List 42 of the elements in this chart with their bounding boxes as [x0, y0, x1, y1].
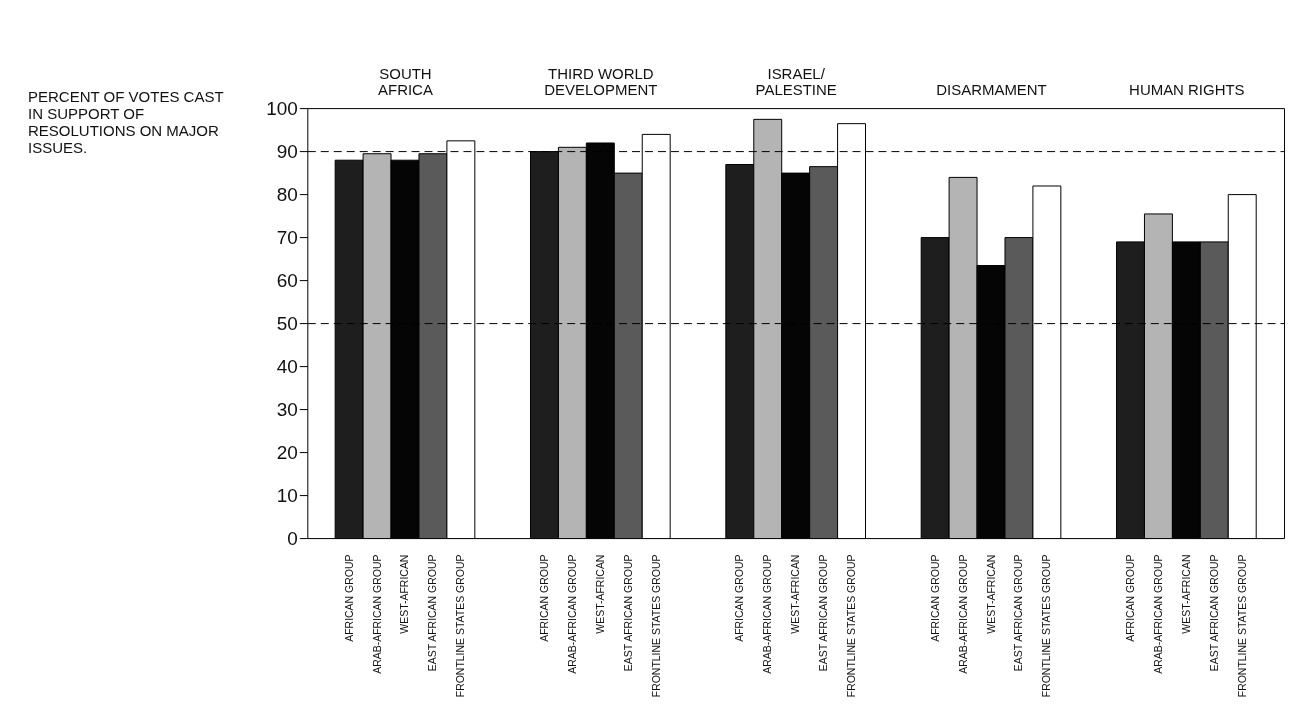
text: EAST AFRICAN GROUP — [622, 554, 634, 672]
text: ARAB-AFRICAN GROUP — [1152, 554, 1164, 674]
y-tick-label: 100 — [265, 98, 298, 120]
text: WEST-AFRICAN — [594, 554, 606, 634]
x-tick-label: SOUTH AFRICA — [377, 64, 433, 98]
text: ARAB-AFRICAN GROUP — [566, 554, 578, 674]
text: ARAB-AFRICAN GROUP — [761, 554, 773, 674]
y-tick-label: 70 — [276, 227, 298, 249]
text: EAST AFRICAN GROUP — [817, 554, 829, 672]
y-tick-label: 30 — [276, 399, 298, 421]
text: AFRICAN GROUP — [343, 554, 355, 642]
text: FRONTLINE STATES GROUP — [650, 554, 662, 698]
text: AFRICAN GROUP — [538, 554, 550, 642]
y-tick-label: 90 — [276, 141, 298, 163]
x-tick-label: THIRD WORLD DEVELOPMENT — [543, 64, 657, 98]
y-tick-label: 60 — [276, 270, 298, 292]
text: WEST-AFRICAN — [399, 554, 411, 634]
y-tick-label: 0 — [286, 528, 298, 550]
y-tick-label: 40 — [276, 356, 298, 378]
y-tick-label: 80 — [276, 184, 298, 206]
text: FRONTLINE STATES GROUP — [845, 554, 857, 698]
text: ARAB-AFRICAN GROUP — [371, 554, 383, 674]
y-tick-label: 10 — [276, 485, 298, 507]
text: AFRICAN GROUP — [929, 554, 941, 642]
text: FRONTLINE STATES GROUP — [1236, 554, 1248, 698]
text: AFRICAN GROUP — [1124, 554, 1136, 642]
text: EAST AFRICAN GROUP — [426, 554, 438, 672]
text: FRONTLINE STATES GROUP — [454, 554, 466, 698]
text: AFRICAN GROUP — [733, 554, 745, 642]
text: WEST-AFRICAN — [1180, 554, 1192, 634]
y-tick-label: 50 — [276, 313, 298, 335]
x-tick-label: ISRAEL/ PALESTINE — [755, 64, 837, 98]
text: WEST-AFRICAN — [789, 554, 801, 634]
text: WEST-AFRICAN — [985, 554, 997, 634]
text: EAST AFRICAN GROUP — [1012, 554, 1024, 672]
text: EAST AFRICAN GROUP — [1208, 554, 1220, 672]
text: PERCENT OF VOTES CAST IN SUPPORT OF RESOLUTIONS ON MAJOR ISSUES. — [27, 87, 225, 158]
text: ARAB-AFRICAN GROUP — [957, 554, 969, 674]
y-tick-label: 20 — [276, 442, 298, 464]
text: FRONTLINE STATES GROUP — [1040, 554, 1052, 698]
x-tick-label: HUMAN RIGHTS — [1128, 80, 1245, 98]
x-tick-label: DISARMAMENT — [935, 80, 1047, 98]
